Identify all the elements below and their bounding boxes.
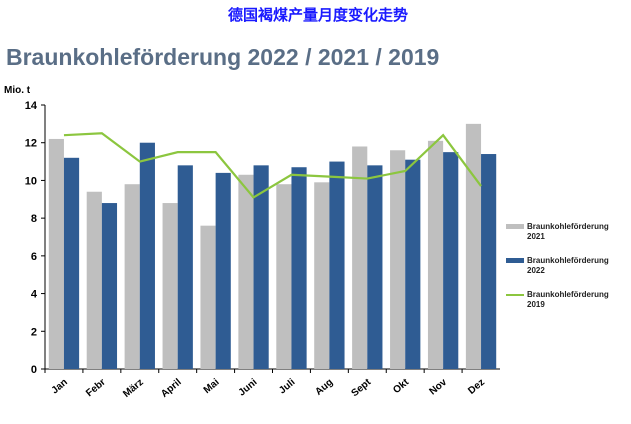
- page-title: 德国褐煤产量月度变化走势: [228, 6, 408, 24]
- x-tick-label: Sept: [350, 376, 374, 399]
- bar: [390, 150, 406, 369]
- bar: [101, 203, 118, 369]
- bar: [291, 167, 307, 369]
- x-tick-label: Juli: [277, 377, 297, 397]
- legend-label: Braunkohleförderung 2022: [527, 256, 609, 275]
- y-tick-label: 10: [25, 175, 37, 187]
- legend-item: Braunkohleförderung 2022: [506, 256, 624, 276]
- bar: [86, 191, 102, 369]
- legend-item: Braunkohleförderung 2021: [506, 222, 624, 242]
- x-tick-label: Nov: [427, 377, 449, 398]
- bar: [63, 157, 80, 369]
- legend-item: Braunkohleförderung 2019: [506, 290, 624, 310]
- x-tick-label: Mai: [202, 377, 222, 396]
- bar: [405, 159, 421, 369]
- bar: [481, 154, 497, 369]
- legend-swatch: [506, 224, 524, 229]
- bar: [367, 165, 383, 369]
- legend-swatch: [506, 258, 524, 263]
- bar: [162, 203, 178, 369]
- bar: [48, 138, 64, 369]
- legend-label: Braunkohleförderung 2021: [527, 222, 609, 241]
- bar: [215, 172, 231, 369]
- x-tick-label: Febr: [84, 377, 108, 399]
- x-tick-label: Jan: [50, 377, 70, 397]
- chart-title: Braunkohleförderung 2022 / 2021 / 2019: [6, 44, 439, 70]
- y-tick-label: 4: [31, 289, 38, 301]
- x-tick-label: Okt: [391, 376, 411, 396]
- y-tick-label: 8: [31, 213, 37, 225]
- legend-swatch: [506, 294, 524, 296]
- bar: [443, 152, 459, 369]
- x-tick-label: Dez: [466, 377, 487, 397]
- bar: [314, 182, 330, 369]
- bar: [276, 184, 292, 369]
- legend-label: Braunkohleförderung 2019: [527, 290, 609, 309]
- y-tick-label: 14: [25, 100, 38, 112]
- y-axis-label: Mio. t: [4, 85, 31, 96]
- bar: [177, 165, 193, 369]
- bar: [124, 184, 140, 369]
- x-tick-label: Juni: [237, 377, 260, 399]
- line: [63, 132, 482, 199]
- x-tick-label: Aug: [313, 377, 335, 398]
- bar: [253, 165, 269, 369]
- x-tick-label: März: [121, 377, 146, 400]
- bar: [329, 161, 345, 369]
- bar: [352, 146, 368, 369]
- bar: [427, 140, 444, 369]
- y-tick-label: 0: [31, 364, 37, 376]
- bar: [238, 174, 254, 369]
- y-tick-label: 6: [31, 251, 37, 263]
- bar: [465, 123, 482, 369]
- x-tick-label: April: [159, 377, 184, 400]
- bar: [139, 142, 155, 369]
- bar: [200, 225, 216, 369]
- y-tick-label: 2: [31, 326, 37, 338]
- y-tick-label: 12: [25, 138, 37, 150]
